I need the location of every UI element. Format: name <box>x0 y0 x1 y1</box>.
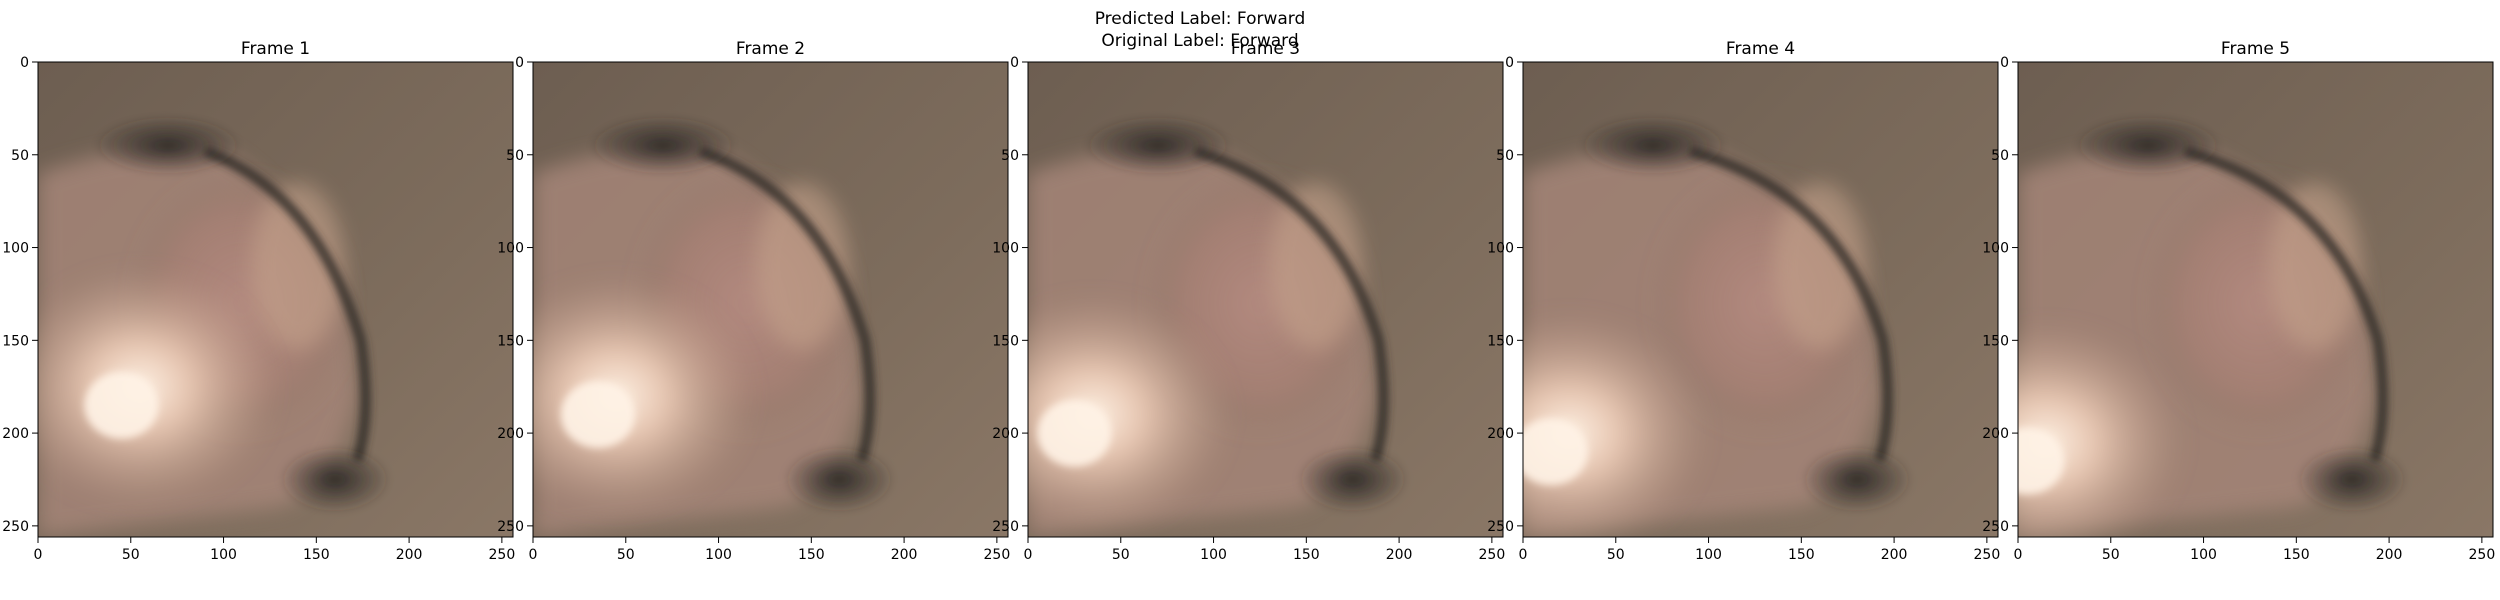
x-tick-label: 100 <box>2190 547 2217 563</box>
endoscopy-frame-image <box>1523 62 1998 537</box>
frame-title: Frame 3 <box>1231 39 1300 59</box>
y-tick-label: 150 <box>2 333 29 349</box>
x-tick-label: 200 <box>1386 547 1413 563</box>
x-tick-label: 50 <box>122 547 140 563</box>
frame-panel: Frame 3 0 50 100 150 200 250 0 50 100 150 200 250 <box>992 39 1506 563</box>
x-tick-label: 100 <box>705 547 732 563</box>
y-tick-label: 50 <box>1991 148 2009 164</box>
axes-frame <box>1027 61 1504 538</box>
frame-title: Frame 1 <box>241 39 310 59</box>
x-tick-label: 250 <box>1974 547 2001 563</box>
x-tick-label: 50 <box>2102 547 2120 563</box>
y-tick-label: 150 <box>1982 333 2009 349</box>
x-tick-label: 50 <box>1607 547 1625 563</box>
y-tick-label: 100 <box>497 241 524 257</box>
x-tick-label: 250 <box>489 547 516 563</box>
endoscopy-frame-image <box>1028 62 1503 537</box>
y-tick-label: 0 <box>2000 55 2009 71</box>
y-tick-label: 250 <box>497 519 524 535</box>
frame-panel: Frame 1 0 50 100 150 200 250 0 50 100 150 200 250 <box>2 39 516 563</box>
x-tick-label: 250 <box>984 547 1011 563</box>
x-tick-label: 0 <box>34 547 43 563</box>
y-tick-label: 50 <box>506 148 524 164</box>
x-tick-label: 150 <box>798 547 825 563</box>
x-tick-label: 100 <box>1695 547 1722 563</box>
x-tick-label: 0 <box>529 547 538 563</box>
y-tick-label: 200 <box>992 426 1019 442</box>
endoscopy-frame-image <box>533 62 1008 537</box>
endoscopy-frame-image <box>2018 62 2493 537</box>
x-tick-label: 150 <box>303 547 330 563</box>
y-tick-label: 200 <box>497 426 524 442</box>
x-tick-label: 50 <box>617 547 635 563</box>
y-tick-label: 0 <box>20 55 29 71</box>
y-tick-label: 200 <box>1487 426 1514 442</box>
x-tick-label: 200 <box>2376 547 2403 563</box>
frame-title: Frame 4 <box>1726 39 1795 59</box>
endoscopy-frame-image <box>38 62 513 537</box>
axes-frame <box>37 61 514 538</box>
x-tick-label: 100 <box>1200 547 1227 563</box>
x-tick-label: 150 <box>2283 547 2310 563</box>
x-tick-label: 200 <box>891 547 918 563</box>
y-tick-label: 0 <box>515 55 524 71</box>
x-tick-label: 250 <box>1479 547 1506 563</box>
y-tick-label: 100 <box>2 241 29 257</box>
x-tick-label: 150 <box>1293 547 1320 563</box>
x-tick-label: 100 <box>210 547 237 563</box>
x-tick-label: 150 <box>1788 547 1815 563</box>
frame-panel: Frame 5 0 50 100 150 200 250 0 50 100 150 200 250 <box>1982 39 2496 563</box>
x-tick-label: 0 <box>2014 547 2023 563</box>
axes-frame <box>2017 61 2494 538</box>
y-tick-label: 100 <box>992 241 1019 257</box>
x-tick-label: 200 <box>396 547 423 563</box>
y-tick-label: 50 <box>1496 148 1514 164</box>
x-tick-label: 0 <box>1519 547 1528 563</box>
x-tick-label: 250 <box>2469 547 2496 563</box>
original-label: Original Label: Forward <box>1101 31 1299 51</box>
axes-frame <box>1522 61 1999 538</box>
y-tick-label: 0 <box>1505 55 1514 71</box>
frame-panel: Frame 2 0 50 100 150 200 250 0 50 100 150 200 250 <box>497 39 1011 563</box>
y-tick-label: 250 <box>1487 519 1514 535</box>
y-tick-label: 50 <box>1001 148 1019 164</box>
y-tick-label: 250 <box>992 519 1019 535</box>
frame-panel: Frame 4 0 50 100 150 200 250 0 50 100 150 200 250 <box>1487 39 2001 563</box>
y-tick-label: 150 <box>992 333 1019 349</box>
y-tick-label: 0 <box>1010 55 1019 71</box>
frame-title: Frame 5 <box>2221 39 2290 59</box>
y-tick-label: 250 <box>2 519 29 535</box>
axes-frame <box>532 61 1009 538</box>
y-tick-label: 150 <box>1487 333 1514 349</box>
figure-suptitle: Predicted Label: Forward Original Label:… <box>1000 8 1400 52</box>
y-tick-label: 100 <box>1982 241 2009 257</box>
y-tick-label: 200 <box>2 426 29 442</box>
y-tick-label: 50 <box>11 148 29 164</box>
y-tick-label: 250 <box>1982 519 2009 535</box>
y-tick-label: 150 <box>497 333 524 349</box>
y-tick-label: 100 <box>1487 241 1514 257</box>
y-tick-label: 200 <box>1982 426 2009 442</box>
x-tick-label: 200 <box>1881 547 1908 563</box>
frame-title: Frame 2 <box>736 39 805 59</box>
x-tick-label: 0 <box>1024 547 1033 563</box>
x-tick-label: 50 <box>1112 547 1130 563</box>
predicted-label: Predicted Label: Forward <box>1094 9 1306 29</box>
